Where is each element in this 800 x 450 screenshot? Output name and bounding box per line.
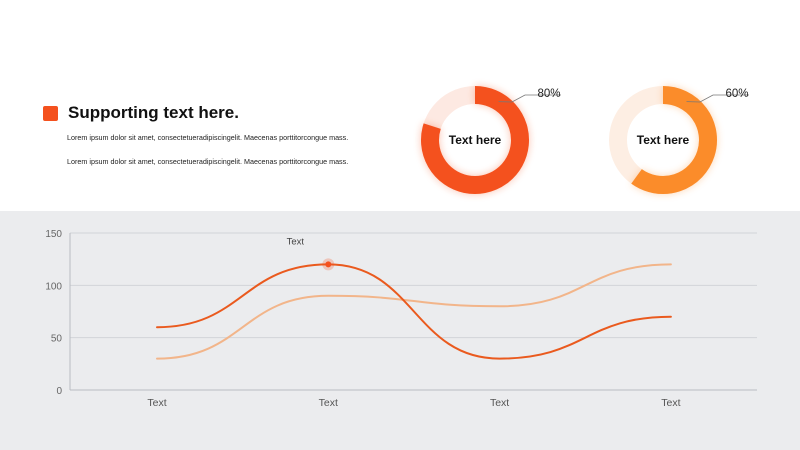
donut-2: Text here 60% [609,86,749,194]
series-line-1 [156,263,672,360]
donut-percent-label: 60% [725,88,748,100]
annotation-label: Text [287,236,305,247]
heading: Supporting text here. [43,103,239,123]
y-tick-label: 50 [51,334,63,345]
heading-title: Supporting text here. [68,103,239,122]
donut-center-label: Text here [449,133,502,147]
orange-square-icon [43,105,58,121]
y-tick-label: 150 [45,229,62,240]
paragraph-1: Lorem ipsum dolor sit amet, consectetuer… [67,133,349,142]
chart-panel [0,211,800,450]
donut-arc [421,86,529,194]
y-tick-label: 100 [45,281,62,292]
highlight-marker [325,261,332,268]
paragraph-2: Lorem ipsum dolor sit amet, consectetuer… [67,157,349,166]
x-tick-label: Text [661,397,680,409]
donut-leader-line [498,94,561,103]
donut-arc [631,86,717,194]
donut-1: Text here 80% [421,86,561,194]
donut-percent-label: 80% [537,88,560,100]
x-tick-label: Text [147,397,166,409]
x-tick-label: Text [319,397,338,409]
x-tick-label: Text [490,397,509,409]
y-tick-label: 0 [56,386,62,397]
series-line-2 [156,263,672,360]
donut-center-label: Text here [637,133,690,147]
donut-leader-line [686,94,749,103]
